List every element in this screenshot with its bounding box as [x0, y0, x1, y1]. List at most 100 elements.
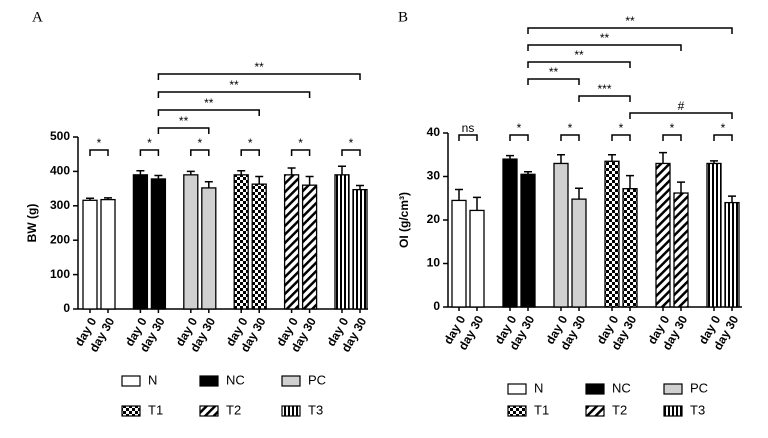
significance-bracket: [290, 149, 311, 156]
significance-label: ns: [462, 121, 475, 135]
error-bar: [710, 160, 718, 164]
y-tick-label: 40: [427, 125, 441, 139]
error-bar: [728, 195, 736, 203]
bar: [183, 174, 199, 310]
significance-bracket: [560, 134, 580, 141]
y-tick-label: 20: [427, 212, 441, 226]
significance-bracket: [662, 134, 682, 141]
error-bar: [104, 197, 112, 200]
bar: [622, 188, 638, 308]
error-bar: [557, 154, 565, 164]
legend-swatch: [663, 383, 683, 395]
bar: [451, 199, 467, 308]
error-bar: [186, 170, 195, 175]
error-bar: [575, 187, 583, 200]
error-bar: [305, 175, 314, 186]
legend-label: T1: [534, 402, 549, 417]
significance-label: *: [197, 136, 202, 150]
significance-bracket: [157, 127, 210, 134]
significance-bracket: [157, 91, 311, 98]
significance-label: *: [248, 136, 253, 150]
error-bar: [255, 175, 264, 185]
significance-label: *: [349, 136, 354, 150]
error-bar: [455, 188, 463, 201]
significance-bracket: [89, 149, 109, 156]
legend-label: NC: [612, 380, 631, 395]
significance-label: **: [549, 65, 559, 79]
y-tick-label: 200: [50, 232, 70, 246]
error-bar: [287, 167, 296, 175]
bar: [553, 162, 569, 308]
significance-bracket: [629, 112, 733, 119]
bar: [82, 199, 98, 310]
error-bar: [506, 154, 514, 160]
legend-label: NC: [226, 372, 245, 387]
legend-label: PC: [690, 380, 708, 395]
significance-label: #: [678, 99, 685, 113]
y-tick-label: 10: [427, 256, 441, 270]
significance-bracket: [527, 27, 733, 34]
legend-label: PC: [308, 372, 326, 387]
significance-bracket: [578, 95, 631, 102]
significance-label: **: [625, 14, 635, 28]
legend-swatch: [281, 405, 301, 417]
significance-label: ***: [597, 82, 611, 96]
significance-label: *: [619, 121, 624, 135]
error-bar: [356, 184, 364, 190]
error-bar: [473, 196, 481, 211]
significance-label: **: [204, 96, 214, 110]
legend-label: T1: [148, 402, 163, 417]
legend-swatch: [281, 375, 301, 387]
bar: [251, 183, 267, 310]
legend-label: N: [534, 380, 543, 395]
significance-label: **: [179, 114, 189, 128]
bar: [502, 158, 518, 308]
legend-swatch: [585, 405, 605, 417]
bar: [301, 184, 318, 310]
significance-bracket: [527, 44, 682, 51]
significance-label: *: [97, 136, 102, 150]
error-bar: [659, 151, 667, 164]
legend-swatch: [121, 375, 141, 387]
bar: [334, 174, 350, 310]
error-bar: [237, 169, 246, 175]
y-tick-label: 300: [50, 198, 70, 212]
legend-label: T2: [226, 402, 241, 417]
bar: [520, 173, 536, 308]
legend-swatch: [507, 405, 527, 417]
y-tick-label: 30: [427, 169, 441, 183]
legend-label: T2: [612, 402, 627, 417]
error-bar: [608, 154, 616, 162]
y-tick-label: 0: [63, 301, 70, 315]
significance-bracket: [341, 149, 361, 156]
significance-bracket: [509, 134, 529, 141]
significance-label: **: [229, 78, 239, 92]
significance-label: *: [147, 136, 152, 150]
significance-bracket: [527, 78, 580, 85]
bar: [233, 174, 249, 310]
bar: [132, 174, 149, 310]
y-axis-label: OI (g/cm³): [397, 192, 411, 248]
significance-bracket: [157, 109, 260, 116]
y-tick-label: 100: [50, 267, 70, 281]
significance-label: *: [568, 121, 573, 135]
significance-bracket: [157, 73, 361, 80]
error-bar: [204, 180, 213, 188]
bar: [673, 192, 689, 308]
y-axis-label: BW (g): [25, 204, 39, 243]
error-bar: [136, 169, 145, 175]
legend-swatch: [507, 383, 527, 395]
bar: [283, 174, 300, 310]
significance-bracket: [240, 149, 260, 156]
bar: [201, 187, 217, 310]
bar: [469, 209, 485, 308]
y-tick-label: 400: [50, 164, 70, 178]
panel-label: A: [32, 9, 43, 25]
panel-label: B: [398, 9, 408, 25]
significance-label: **: [255, 60, 265, 74]
legend-swatch: [199, 405, 219, 417]
significance-label: **: [574, 48, 584, 62]
bar: [150, 178, 167, 310]
y-tick-label: 0: [433, 299, 440, 313]
